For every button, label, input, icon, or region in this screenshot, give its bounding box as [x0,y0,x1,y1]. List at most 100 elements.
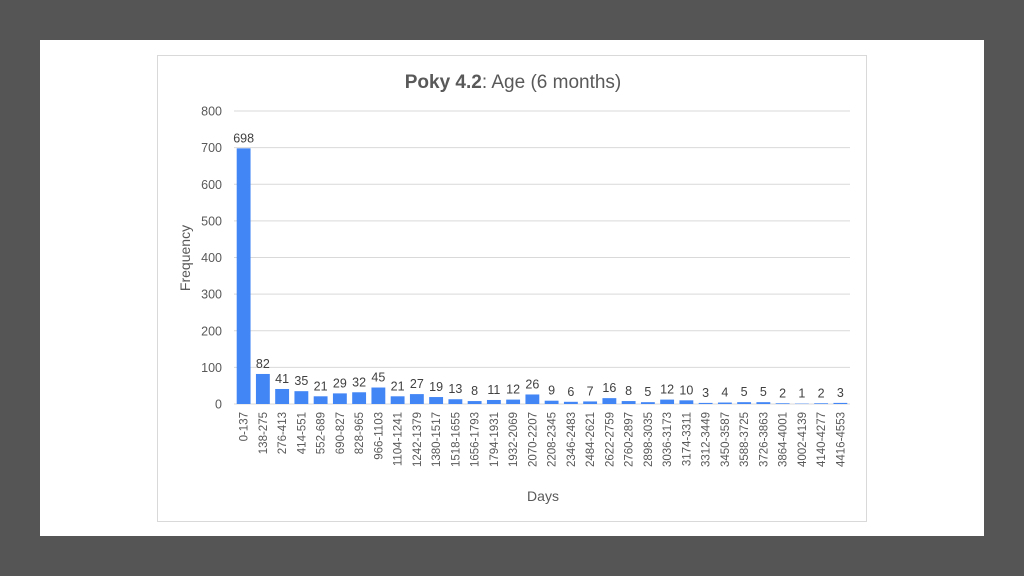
bar [294,391,309,404]
data-label: 4 [721,386,728,400]
bar [390,396,405,404]
bar [506,399,521,404]
bar [486,399,501,404]
x-tick-label: 2208-2345 [547,412,559,467]
data-label: 5 [760,385,767,399]
x-tick-label: 1656-1793 [470,412,482,467]
bar [275,388,290,404]
data-label: 1 [798,387,805,401]
bar [698,402,713,404]
gridlines [234,110,850,405]
x-tick-label: 276-413 [277,412,289,454]
y-axis-ticks: 0 100 200 300 400 500 600 700 800 [201,105,222,412]
bar [583,401,598,404]
x-tick-label: 4140-4277 [816,412,828,467]
x-tick-label: 414-551 [296,412,308,454]
data-label: 45 [371,371,385,385]
data-label: 2 [779,386,786,400]
x-tick-label: 1104-1241 [393,412,405,466]
data-label: 8 [471,384,478,398]
data-label: 8 [625,384,632,398]
data-label: 7 [587,384,594,398]
bar [467,401,482,404]
data-label: 32 [352,375,366,389]
bar [525,394,540,404]
bar [255,373,270,404]
y-tick-label: 500 [201,214,222,228]
x-tick-label: 2484-2621 [585,412,597,467]
y-tick-label: 100 [201,361,222,375]
data-label: 5 [644,385,651,399]
x-tick-label: 3588-3725 [739,412,751,467]
bar [814,403,829,404]
x-tick-label: 966-1103 [373,412,385,460]
data-label: 21 [391,379,405,393]
data-label: 698 [233,131,254,145]
data-label: 9 [548,384,555,398]
x-tick-label: 3174-3311 [681,412,693,466]
bar [717,402,732,404]
x-tick-label: 1932-2069 [508,412,520,467]
chart: Poky 4.2: Age (6 months) 010020030040050… [177,72,850,504]
data-label: 10 [679,383,693,397]
bar [544,400,559,404]
x-tick-label: 3312-3449 [701,412,713,467]
data-label: 16 [602,381,616,395]
data-label: 29 [333,376,347,390]
bar [640,402,655,404]
x-tick-label: 3450-3587 [720,412,732,467]
bar [737,402,752,404]
bar [563,401,578,404]
x-tick-label: 2898-3035 [643,412,655,467]
bar [602,398,617,404]
y-tick-label: 400 [201,251,222,265]
x-tick-label: 690-827 [335,412,347,454]
bar [352,392,367,404]
x-tick-label: 2622-2759 [604,412,616,467]
x-tick-label: 3036-3173 [662,412,674,467]
x-tick-label: 4002-4139 [797,412,809,467]
bar [679,400,694,404]
x-tick-label: 3726-3863 [758,412,770,467]
chart-title: Poky 4.2: Age (6 months) [405,72,622,93]
bars [236,148,848,404]
chart-title-rest: : Age (6 months) [482,72,621,93]
y-tick-label: 200 [201,324,222,338]
x-tick-label: 1518-1655 [450,412,462,467]
x-tick-label: 2070-2207 [527,412,539,467]
y-tick-label: 800 [201,105,222,119]
y-tick-label: 600 [201,178,222,192]
data-label: 27 [410,377,424,391]
data-label: 26 [525,377,539,391]
y-tick-label: 700 [201,141,222,155]
x-tick-label: 2760-2897 [624,412,636,467]
x-tick-label: 552-689 [316,412,328,454]
bar [756,402,771,404]
x-tick-label: 2346-2483 [566,412,578,467]
bar [621,401,636,404]
y-tick-label: 0 [215,398,222,412]
x-tick-label: 138-275 [258,412,270,454]
x-tick-label: 4416-4553 [835,412,847,467]
bar [775,403,790,404]
x-tick-label: 3864-4001 [778,412,790,467]
bar [236,148,251,404]
y-tick-label: 300 [201,288,222,302]
x-axis-title: Days [527,488,559,504]
bar [332,393,347,404]
data-label: 6 [567,385,574,399]
x-tick-label: 1794-1931 [489,412,501,467]
bar [409,394,424,404]
x-tick-label: 1380-1517 [431,412,443,467]
bar [313,396,328,404]
data-label: 11 [487,383,500,397]
data-label: 35 [294,374,308,388]
data-label: 12 [660,383,674,397]
data-label: 12 [506,383,520,397]
data-label: 19 [429,380,443,394]
data-label: 13 [448,382,462,396]
chart-title-bold: Poky 4.2 [405,72,482,93]
bar [371,387,386,404]
data-label: 41 [275,372,289,386]
